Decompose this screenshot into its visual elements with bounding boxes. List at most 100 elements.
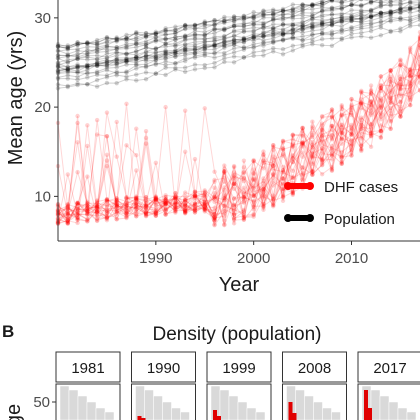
population-point <box>368 8 374 13</box>
dhf-point <box>378 116 384 122</box>
dhf-point <box>173 194 178 200</box>
population-point <box>280 12 286 17</box>
population-point <box>124 69 129 74</box>
dhf-point <box>94 206 100 211</box>
dhf-point <box>261 186 266 191</box>
population-point <box>319 23 325 29</box>
population-point <box>85 41 90 47</box>
dhf-point <box>251 176 256 181</box>
dhf-point <box>222 211 227 216</box>
population-point <box>124 58 129 64</box>
population-point <box>271 8 276 14</box>
dhf-point <box>408 103 413 108</box>
dhf-point <box>398 108 403 114</box>
population-point <box>379 0 383 1</box>
dhf-point <box>173 194 178 200</box>
dhf-point <box>378 128 384 134</box>
population-point <box>75 77 80 82</box>
population-point <box>134 58 139 63</box>
population-point <box>300 6 305 11</box>
dhf-point <box>173 201 178 206</box>
population-point <box>408 5 413 10</box>
population-point <box>104 55 110 61</box>
population-point <box>359 0 364 2</box>
dhf-point <box>398 99 403 105</box>
dhf-point <box>124 203 129 209</box>
population-point <box>398 16 403 21</box>
x-tick-label-2010: 2010 <box>335 250 368 267</box>
population-point <box>271 26 276 31</box>
dhf-point <box>222 195 227 201</box>
population-density-bar <box>95 407 106 420</box>
population-density-bar <box>86 401 97 420</box>
dhf-point <box>349 112 354 118</box>
dhf-point <box>261 192 266 198</box>
dhf-point <box>134 205 139 210</box>
dhf-point <box>75 201 80 206</box>
population-point <box>378 0 384 5</box>
population-point <box>408 4 413 10</box>
dhf-point <box>359 147 364 152</box>
dhf-point <box>212 218 217 223</box>
population-line <box>57 14 420 75</box>
dhf-point <box>359 148 364 154</box>
population-point <box>114 69 119 74</box>
dhf-point <box>388 100 393 105</box>
population-point <box>329 8 335 13</box>
population-point <box>173 37 178 42</box>
dhf-point <box>339 160 344 166</box>
dhf-point <box>408 73 413 78</box>
dhf-point <box>310 169 315 175</box>
dhf-point <box>319 134 325 139</box>
population-point <box>65 76 70 81</box>
dhf-point <box>398 104 403 109</box>
population-point <box>192 55 198 60</box>
population-point <box>241 55 247 60</box>
population-point <box>378 10 384 15</box>
dhf-point <box>212 205 217 210</box>
dhf-point <box>75 206 80 211</box>
dhf-point <box>65 215 70 220</box>
dhf-point <box>114 197 119 203</box>
population-point <box>124 32 129 38</box>
population-point <box>163 55 168 60</box>
population-point <box>182 33 188 38</box>
population-point <box>153 71 159 76</box>
population-point <box>143 62 149 67</box>
population-point <box>231 29 237 34</box>
dhf-point <box>212 169 217 174</box>
dhf-point <box>124 202 129 208</box>
population-point <box>94 49 100 54</box>
dhf-point <box>124 202 129 208</box>
population-point <box>310 2 315 7</box>
population-point <box>398 7 403 12</box>
dhf-point <box>173 201 178 206</box>
dhf-point <box>290 132 296 138</box>
population-point <box>85 53 90 58</box>
dhf-point <box>173 191 178 196</box>
dhf-point <box>114 209 119 215</box>
population-point <box>339 5 344 10</box>
dhf-point <box>251 207 256 212</box>
population-point <box>271 10 276 16</box>
population-point <box>143 43 149 48</box>
dhf-point <box>143 200 149 205</box>
dhf-point <box>300 165 305 171</box>
dhf-density-bar <box>141 418 146 420</box>
facet-strip-label-1990: 1990 <box>147 360 180 377</box>
dhf-point <box>85 205 90 211</box>
population-point <box>114 36 119 42</box>
dhf-point <box>134 202 139 207</box>
population-point <box>114 44 119 50</box>
dhf-point <box>153 213 159 218</box>
facet-strip-1981 <box>55 351 121 383</box>
dhf-point <box>280 153 286 158</box>
population-density-bar <box>77 395 88 420</box>
population-point <box>153 55 159 61</box>
population-point <box>153 46 159 52</box>
population-point <box>182 23 188 28</box>
population-point <box>212 55 217 60</box>
population-point <box>271 30 276 36</box>
dhf-point <box>280 138 286 144</box>
population-point <box>153 47 159 52</box>
